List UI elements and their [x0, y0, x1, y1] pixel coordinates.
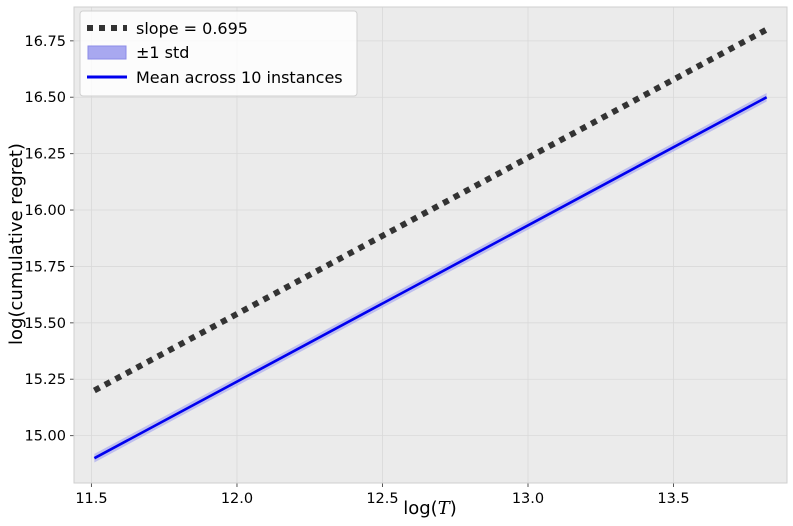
- x-axis-label-prefix: log(: [403, 498, 437, 519]
- y-tick-label: 15.25: [24, 372, 66, 388]
- ticks: 11.5 12.0 12.5 13.0 13.5 15.00 15.25 15.50 15.75…: [24, 34, 689, 507]
- x-axis-label-variable: T: [438, 498, 452, 519]
- y-tick-label: 15.50: [24, 316, 66, 332]
- x-axis-label-suffix: ): [450, 498, 457, 519]
- x-tick-label: 12.5: [366, 491, 398, 507]
- legend-label-std: ±1 std: [136, 43, 189, 62]
- series-layer: [92, 26, 769, 460]
- y-axis-label: log(cumulative regret): [6, 143, 27, 345]
- x-tick-label: 13.0: [512, 491, 544, 507]
- legend-swatch-std: [87, 45, 127, 60]
- legend-label-slope: slope = 0.695: [136, 19, 248, 38]
- mean-regret-line: [93, 96, 768, 460]
- y-tick-label: 15.00: [24, 429, 66, 445]
- y-tick-label: 16.25: [24, 147, 66, 163]
- y-tick-label: 16.50: [24, 90, 66, 106]
- y-tick-label: 16.75: [24, 34, 66, 50]
- legend: slope = 0.695 ±1 std Mean across 10 inst…: [79, 10, 358, 97]
- x-tick-label: 11.5: [75, 491, 107, 507]
- legend-label-mean: Mean across 10 instances: [136, 68, 343, 87]
- y-tick-label: 15.75: [24, 259, 66, 275]
- y-tick-label: 16.00: [24, 203, 66, 219]
- plot-frame: [73, 6, 788, 484]
- x-axis-label: log(T): [403, 498, 457, 519]
- x-tick-label: 13.5: [657, 491, 689, 507]
- legend-box: [79, 10, 358, 97]
- x-tick-label: 12.0: [221, 491, 253, 507]
